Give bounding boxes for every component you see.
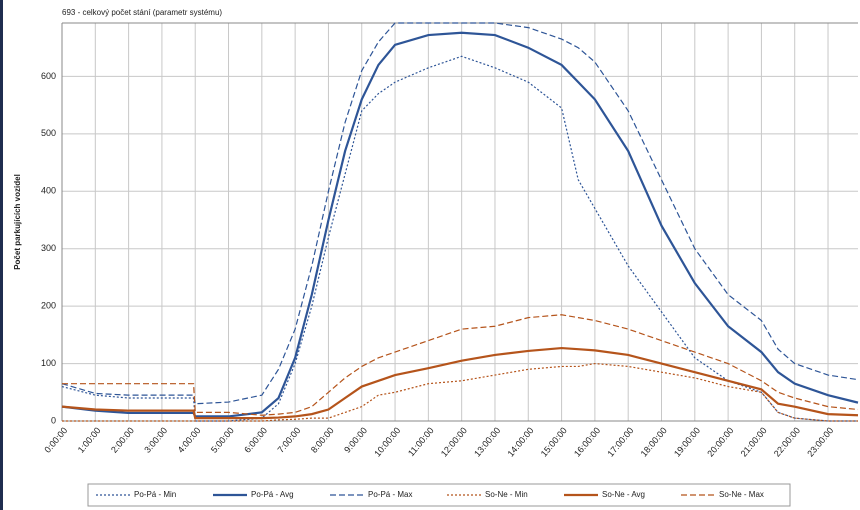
- y-tick-label: 0: [51, 415, 56, 425]
- y-tick-label: 300: [41, 243, 56, 253]
- series-line: [61, 55, 858, 422]
- legend-label: Po-Pá - Max: [368, 490, 412, 499]
- plot-area: [62, 23, 858, 421]
- window-edge: [0, 0, 3, 510]
- legend-label: So-Ne - Min: [485, 490, 528, 499]
- y-tick-label: 400: [41, 186, 56, 196]
- series-line: [62, 362, 858, 422]
- y-tick-label: 200: [41, 301, 56, 311]
- legend-label: So-Ne - Max: [719, 490, 764, 499]
- series-line: [61, 22, 859, 405]
- legend-label: So-Ne - Avg: [602, 490, 645, 499]
- annotation-text: 693 - celkový počet stání (parametr syst…: [62, 8, 222, 17]
- legend-label: Po-Pá - Min: [134, 490, 176, 499]
- y-tick-label: 100: [41, 358, 56, 368]
- y-tick-label: 500: [41, 128, 56, 138]
- legend-box: [87, 483, 791, 507]
- legend-label: Po-Pá - Avg: [251, 490, 294, 499]
- series-line: [61, 31, 859, 418]
- legend: Po-Pá - Min Po-Pá - Avg Po-Pá - Max So-Ne -…: [96, 490, 764, 499]
- series-line: [61, 346, 859, 420]
- series-line: [62, 314, 859, 416]
- y-axis-label: Počet parkujících vozidel: [13, 174, 22, 270]
- grid: [61, 22, 858, 422]
- lines: [61, 22, 859, 422]
- y-tick-label: 600: [41, 71, 56, 81]
